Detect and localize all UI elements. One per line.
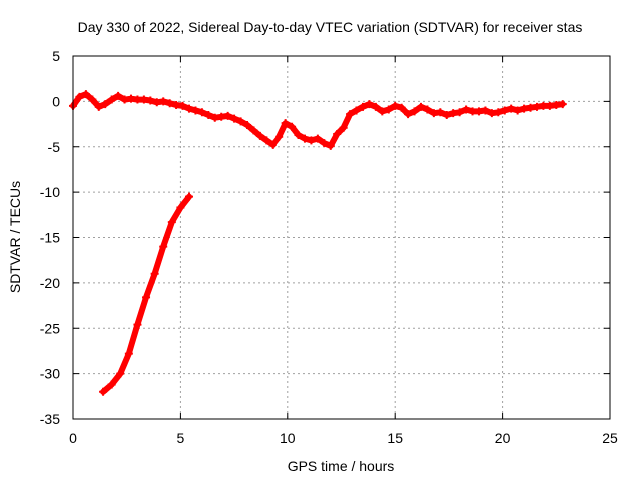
x-tick-label: 5 (177, 430, 185, 446)
data-point (275, 132, 284, 141)
x-tick-label: 15 (387, 430, 403, 446)
data-point (230, 114, 239, 123)
y-tick-label: -5 (48, 139, 61, 155)
data-point (423, 105, 432, 114)
data-point (442, 110, 451, 119)
data-point (558, 100, 567, 109)
data-point (307, 136, 316, 145)
y-tick-label: -20 (40, 275, 60, 291)
y-tick-label: -35 (40, 411, 60, 427)
data-point (101, 100, 110, 109)
data-point (176, 203, 185, 212)
data-point (88, 95, 97, 104)
data-point (513, 106, 522, 115)
y-tick-label: -30 (40, 366, 60, 382)
data-point (378, 107, 387, 116)
data-point (397, 103, 406, 112)
data-point (365, 100, 374, 109)
y-tick-label: -10 (40, 184, 60, 200)
data-point (150, 269, 159, 278)
data-point (178, 101, 187, 110)
data-point (159, 242, 168, 251)
chart-title: Day 330 of 2022, Sidereal Day-to-day VTE… (78, 19, 583, 35)
x-tick-label: 25 (602, 430, 618, 446)
data-point (346, 110, 355, 119)
x-tick-label: 10 (280, 430, 296, 446)
data-point (500, 106, 509, 115)
data-point (358, 102, 367, 111)
series-steep-trace (99, 192, 193, 396)
y-tick-label: -25 (40, 320, 60, 336)
series-main-trace (69, 90, 567, 150)
data-point (262, 136, 271, 145)
data-point (81, 90, 90, 99)
data-point (184, 104, 193, 113)
data-point (313, 134, 322, 143)
data-point (242, 120, 251, 129)
data-point (191, 106, 200, 115)
data-point (384, 105, 393, 114)
y-tick-label: -15 (40, 230, 60, 246)
data-point (494, 108, 503, 117)
data-point (146, 96, 155, 105)
data-point (391, 101, 400, 110)
data-point (184, 192, 193, 201)
data-point (339, 123, 348, 132)
data-point (326, 141, 335, 150)
data-point (352, 106, 361, 115)
data-point (507, 104, 516, 113)
data-point (114, 91, 123, 100)
data-point (410, 107, 419, 116)
data-point (124, 349, 133, 358)
data-point (255, 131, 264, 140)
data-point (436, 108, 445, 117)
data-point (116, 369, 125, 378)
data-point (281, 119, 290, 128)
data-point (268, 140, 277, 149)
data-point (94, 102, 103, 111)
data-point (481, 106, 490, 115)
data-point (288, 122, 297, 131)
x-tick-label: 0 (69, 430, 77, 446)
data-point (167, 218, 176, 227)
data-point (165, 99, 174, 108)
data-point (333, 130, 342, 139)
data-point (404, 110, 413, 119)
data-point (99, 387, 108, 396)
data-point (142, 293, 151, 302)
grid-layer (73, 56, 610, 419)
plot-frame (72, 55, 611, 420)
data-point (133, 320, 142, 329)
data-point (107, 95, 116, 104)
data-point (197, 108, 206, 117)
data-point (300, 134, 309, 143)
data-point (371, 102, 380, 111)
data-point (455, 108, 464, 117)
x-tick-label: 20 (495, 430, 511, 446)
data-point (75, 92, 84, 101)
data-point (294, 130, 303, 139)
data-point (249, 126, 258, 135)
data-point (107, 380, 116, 389)
data-point (159, 97, 168, 106)
x-axis-label: GPS time / hours (288, 458, 395, 474)
data-point (416, 102, 425, 111)
data-point (236, 117, 245, 126)
y-tick-label: 0 (52, 93, 60, 109)
data-point (223, 111, 232, 120)
y-axis-label: SDTVAR / TECUs (7, 181, 23, 293)
data-point (462, 105, 471, 114)
data-layer (69, 90, 567, 396)
data-point (204, 110, 213, 119)
y-tick-label: 5 (52, 48, 60, 64)
data-point (320, 139, 329, 148)
